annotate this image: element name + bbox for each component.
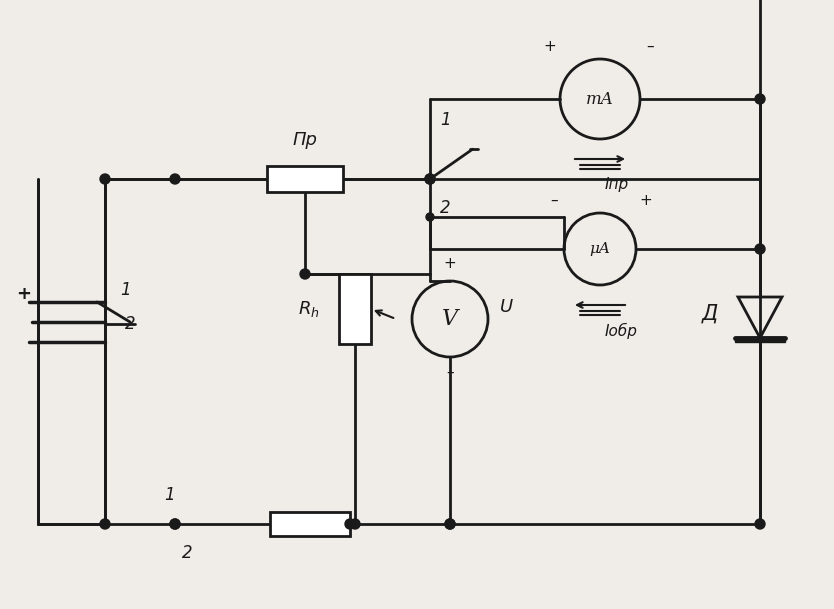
Circle shape: [426, 213, 434, 221]
Text: +: +: [444, 256, 456, 271]
Circle shape: [350, 519, 360, 529]
Text: 2: 2: [182, 544, 193, 562]
Circle shape: [755, 244, 765, 254]
Text: Iпр: Iпр: [605, 177, 629, 192]
Circle shape: [170, 519, 180, 529]
Circle shape: [445, 519, 455, 529]
Circle shape: [345, 519, 355, 529]
Circle shape: [755, 519, 765, 529]
Text: Д: Д: [702, 304, 718, 324]
Text: –: –: [646, 39, 654, 54]
Text: μA: μA: [590, 242, 610, 256]
Bar: [339, 274, 371, 344]
Circle shape: [100, 519, 110, 529]
Text: V: V: [442, 308, 458, 330]
Text: –: –: [446, 365, 454, 380]
Text: mA: mA: [586, 91, 614, 108]
Circle shape: [170, 174, 180, 184]
Circle shape: [445, 519, 455, 529]
Circle shape: [425, 174, 435, 184]
Text: –: –: [550, 193, 558, 208]
Text: 2: 2: [440, 199, 450, 217]
Text: $R_h$: $R_h$: [299, 299, 319, 319]
Text: Iобр: Iобр: [605, 323, 638, 339]
Text: 1: 1: [164, 486, 175, 504]
Circle shape: [755, 94, 765, 104]
Text: 1: 1: [120, 281, 131, 299]
Text: U: U: [500, 298, 513, 316]
Text: Пр: Пр: [293, 131, 318, 149]
Text: 1: 1: [440, 111, 450, 129]
Circle shape: [100, 174, 110, 184]
Circle shape: [425, 174, 435, 184]
Text: 2: 2: [125, 315, 136, 333]
Bar: [735, 338, 785, 342]
Circle shape: [170, 519, 180, 529]
Circle shape: [300, 269, 310, 279]
Bar: [270, 512, 350, 536]
Text: +: +: [640, 193, 652, 208]
Bar: [267, 166, 343, 192]
Text: +: +: [544, 39, 556, 54]
Text: +: +: [17, 285, 32, 303]
